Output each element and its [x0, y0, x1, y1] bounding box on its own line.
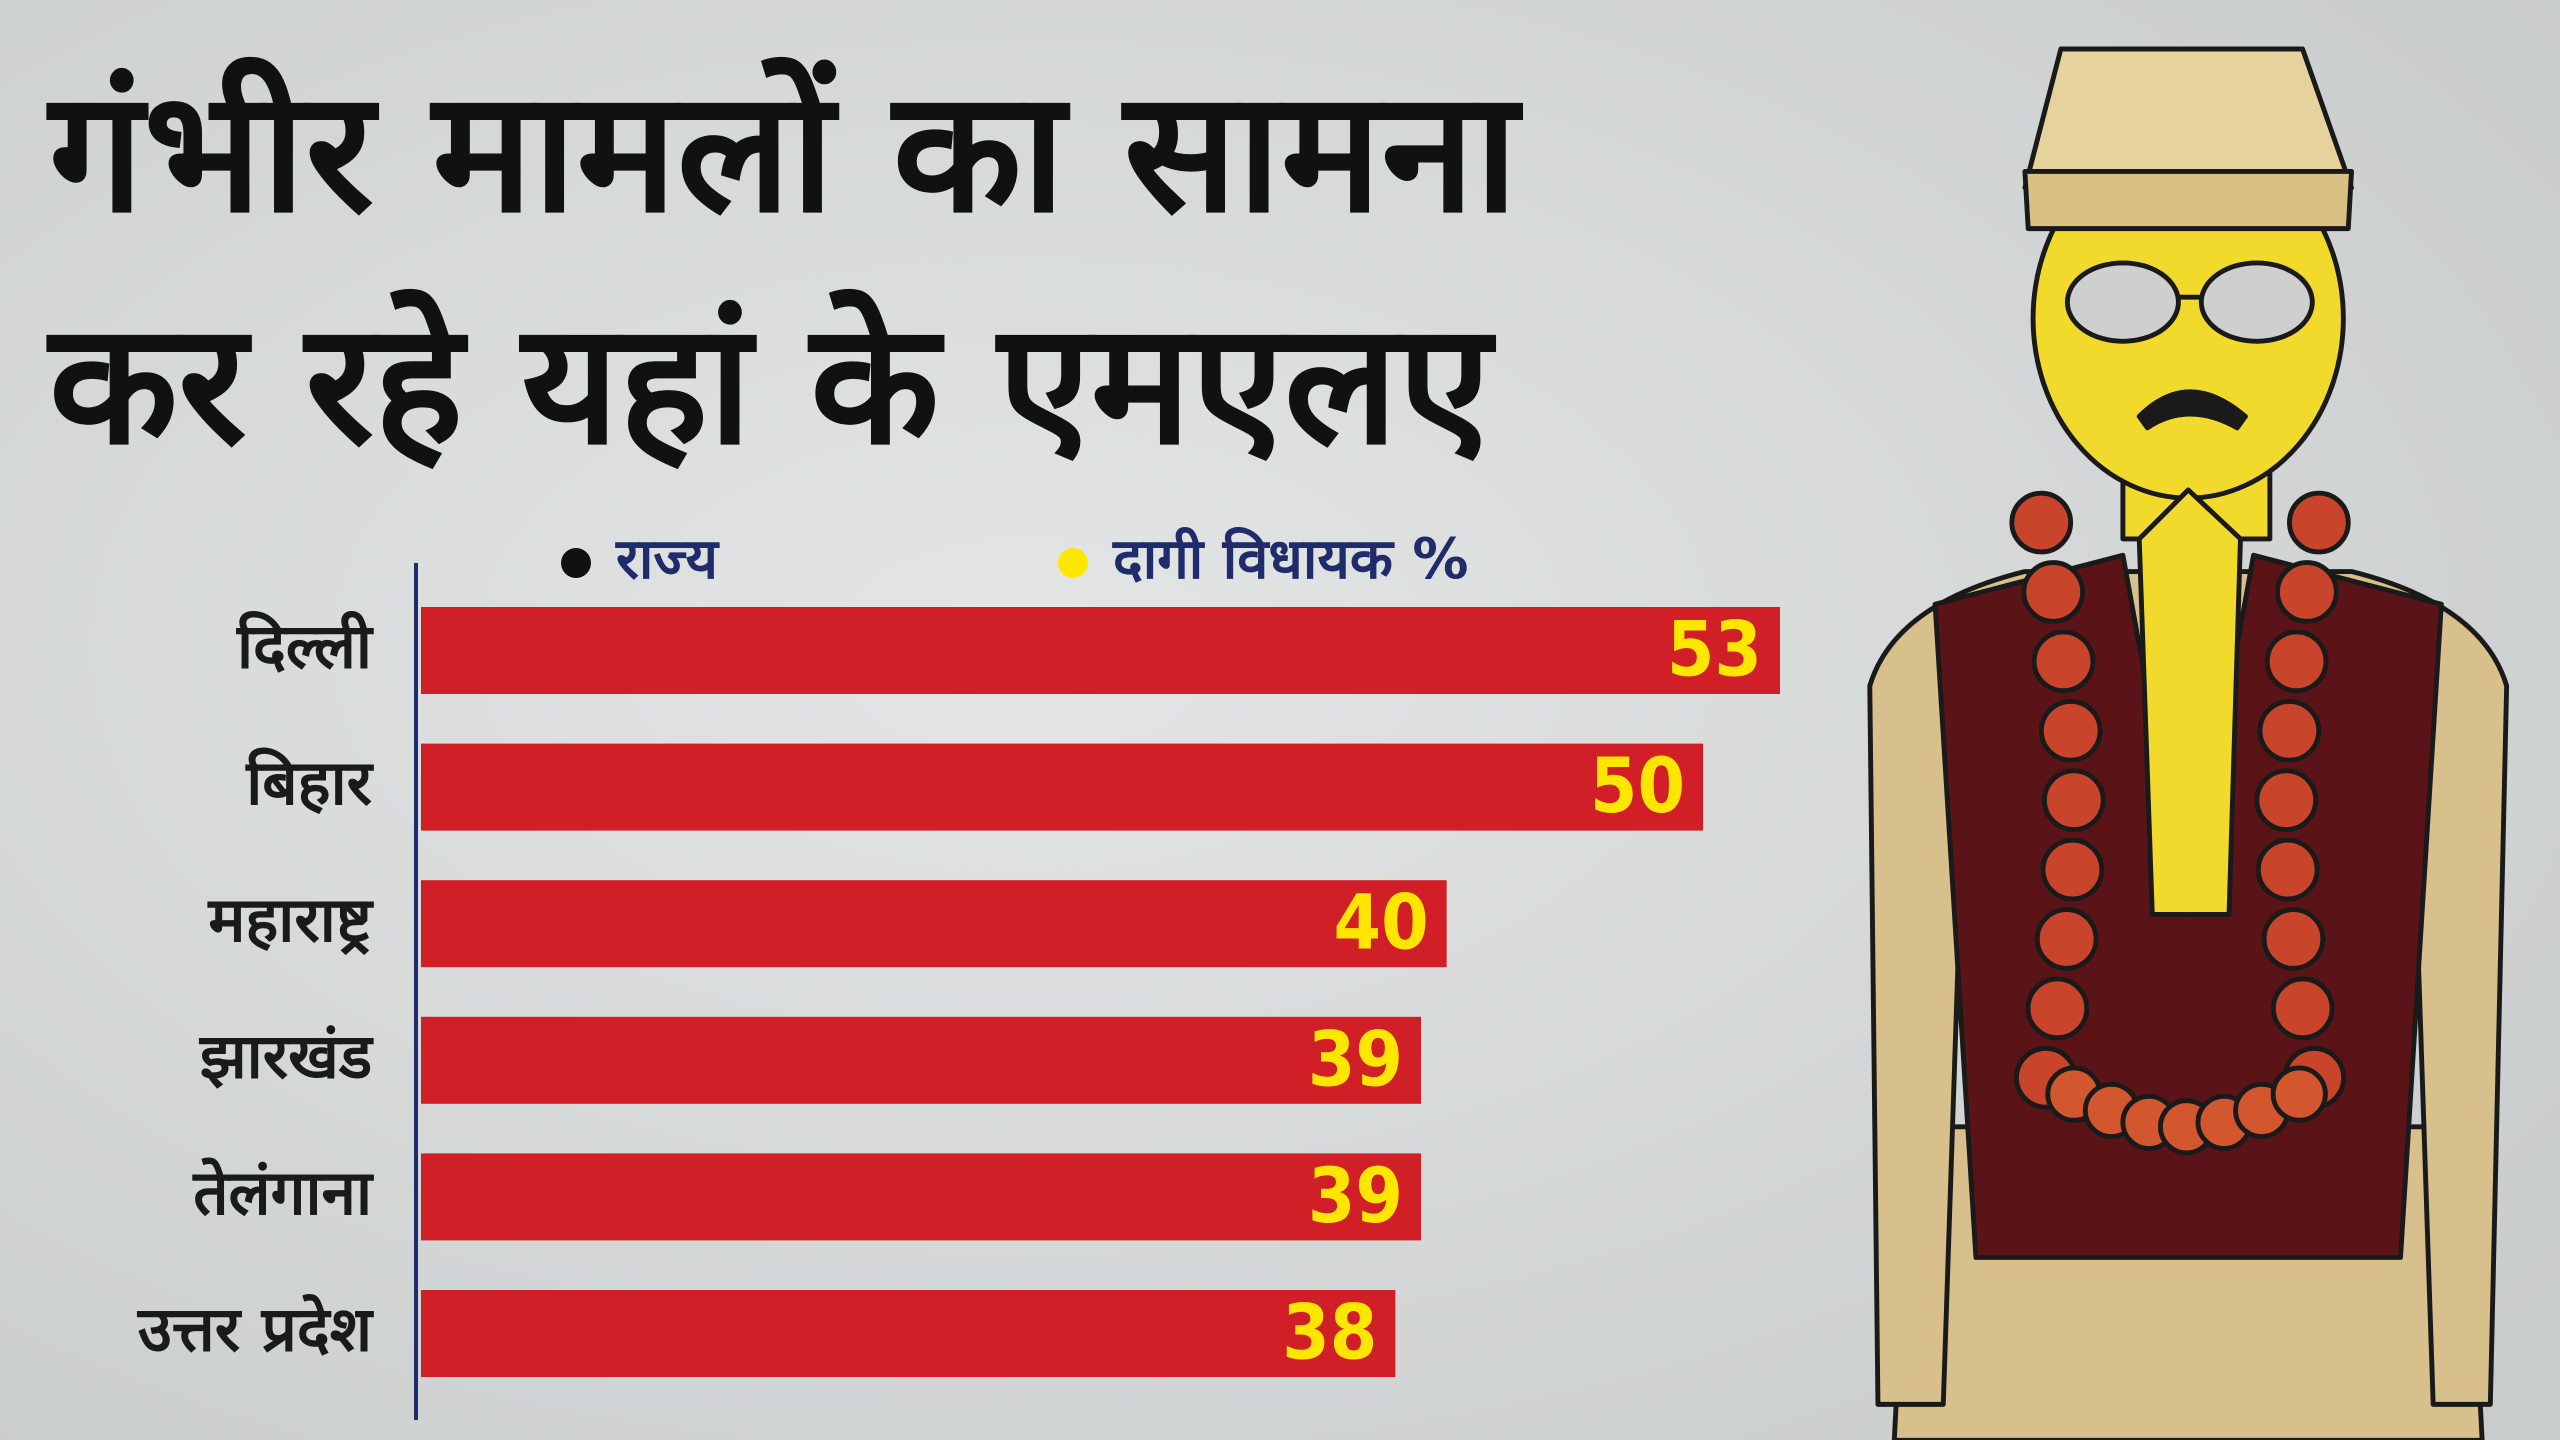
flower	[2034, 907, 2099, 971]
cap	[2022, 46, 2354, 191]
flower	[2025, 976, 2090, 1041]
chart-title: कर रहे यहां के एमएलए	[46, 286, 1497, 482]
flower	[2254, 768, 2319, 833]
bar	[421, 607, 1780, 694]
flower	[2038, 698, 2103, 763]
flower	[2021, 560, 2086, 624]
category-label: झारखंड	[199, 1019, 374, 1092]
bar	[421, 880, 1447, 968]
glasses-left	[2064, 260, 2181, 344]
category-label: बिहार	[245, 746, 374, 819]
glasses-right	[2198, 260, 2315, 344]
category-label: दिल्ली	[236, 610, 374, 683]
value-label: 39	[1308, 1151, 1403, 1240]
cap-band	[2022, 169, 2354, 232]
category-label: तेलंगाना	[192, 1156, 374, 1229]
legend-marker	[1058, 548, 1088, 578]
value-label: 38	[1282, 1287, 1377, 1376]
hands	[2136, 487, 2243, 917]
category-label: महाराष्ट्र	[207, 883, 374, 956]
value-label: 50	[1590, 741, 1685, 830]
garland	[2009, 490, 2351, 1156]
value-label: 53	[1667, 604, 1762, 693]
bar	[421, 1016, 1422, 1104]
flower	[2009, 490, 2074, 555]
legend-marker	[561, 548, 591, 578]
bar	[421, 1290, 1396, 1377]
legend-label: दागी विधायक %	[1112, 526, 1468, 592]
value-label: 39	[1308, 1014, 1403, 1103]
chart-title: गंभीर मामलों का सामना	[46, 54, 1524, 250]
flower	[2264, 629, 2329, 694]
flower	[2031, 629, 2096, 694]
bar	[421, 743, 1704, 831]
category-label: उत्तर प्रदेश	[137, 1293, 374, 1366]
bar	[421, 1153, 1422, 1241]
mustache	[2136, 389, 2248, 431]
flower	[2261, 907, 2326, 971]
flower	[2287, 490, 2351, 555]
politician-illustration	[1867, 46, 2510, 1440]
flower	[2275, 560, 2339, 624]
legend-label: राज्य	[615, 527, 720, 592]
flower	[2255, 837, 2320, 902]
flower	[2040, 837, 2105, 902]
flower	[2270, 1065, 2328, 1123]
value-label: 40	[1334, 878, 1429, 967]
flower	[2270, 976, 2335, 1041]
flower	[2257, 698, 2322, 763]
flower	[2041, 768, 2106, 833]
